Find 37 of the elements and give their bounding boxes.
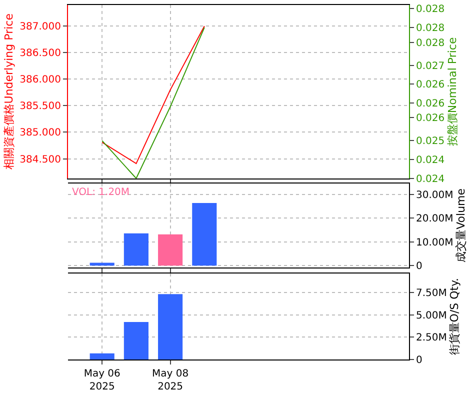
y-tick-label: 2.50M [416, 332, 447, 344]
y-tick-label: 386.000 [20, 74, 61, 86]
y-tick-label: 0 [416, 355, 422, 366]
y-tick-label: 7.50M [416, 288, 447, 299]
annotation: VOL: 1.20M [72, 187, 130, 198]
bar [124, 233, 148, 266]
y2-axis-title: 按盤價Nominal Price [446, 37, 459, 146]
y-axis-title: 成交量Volume [454, 188, 468, 262]
bar [158, 294, 183, 360]
y-tick-label: 387.000 [20, 22, 61, 33]
y2-tick-label: 0.024 [416, 155, 445, 166]
y-axis-title: 相關資產價格Underlying Price [2, 13, 16, 170]
y-tick-label: 5.00M [416, 310, 447, 322]
y2-tick-label: 0.024 [416, 174, 445, 185]
y2-tick-label: 0.028 [416, 4, 445, 16]
y-tick-label: 30.00M [416, 190, 454, 201]
y-tick-label: 385.500 [20, 101, 61, 112]
y-tick-label: 0 [416, 261, 422, 272]
y-axis-title: 街貨量O/S Qty. [448, 278, 462, 356]
bar [90, 353, 114, 360]
y2-tick-label: 0.028 [416, 23, 445, 34]
y2-tick-label: 0.028 [416, 38, 445, 49]
y-tick-label: 386.500 [20, 48, 61, 60]
x-tick-label: May 06 2025 [84, 368, 120, 393]
y-tick-label: 384.500 [20, 154, 61, 166]
bar [124, 322, 148, 360]
x-tick-label: May 08 2025 [152, 368, 189, 393]
y2-tick-label: 0.026 [416, 98, 445, 110]
y2-tick-label: 0.025 [416, 136, 445, 148]
bar [158, 234, 183, 266]
y-tick-label: 385.000 [20, 128, 61, 139]
y2-tick-label: 0.026 [416, 80, 445, 91]
y2-tick-label: 0.027 [416, 60, 445, 72]
y2-tick-label: 0.026 [416, 113, 445, 124]
y-tick-label: 10.00M [416, 237, 454, 248]
bar [192, 202, 217, 266]
y-tick-label: 20.00M [416, 214, 454, 225]
